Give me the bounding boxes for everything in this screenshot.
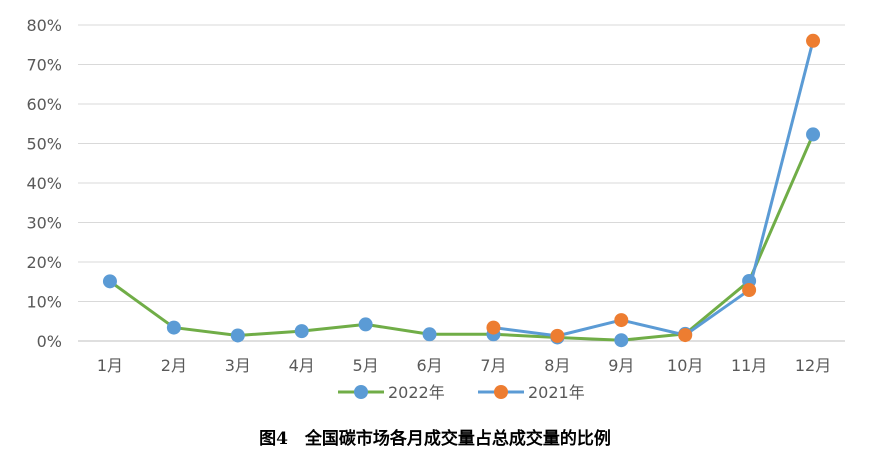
data-point-series-2 [806,33,821,48]
x-tick-label: 8月 [544,356,570,375]
gridlines [78,24,845,342]
y-tick-label: 10% [26,293,62,312]
figure-caption: 图4 全国碳市场各月成交量占总成交量的比例 [259,429,611,449]
data-point-series-1 [230,328,245,343]
x-tick-label: 11月 [731,356,767,375]
y-tick-label: 70% [26,56,62,75]
x-tick-label: 3月 [225,356,251,375]
x-tick-label: 5月 [353,356,379,375]
y-tick-label: 20% [26,253,62,272]
legend: 2022年 2021年 [338,383,585,402]
y-tick-label: 80% [26,16,62,35]
x-axis-labels: 1月 2月 3月 4月 5月 6月 7月 8月 9月 10月 11月 12月 [97,356,831,375]
y-tick-label: 0% [37,332,62,351]
y-tick-label: 50% [26,135,62,154]
y-tick-label: 60% [26,95,62,114]
series-markers [102,33,821,348]
x-tick-label: 9月 [608,356,634,375]
data-point-series-1 [166,320,181,335]
data-point-series-1 [358,317,373,332]
legend-label: 2021年 [528,383,585,402]
x-tick-label: 10月 [667,356,703,375]
data-point-series-2 [742,283,757,298]
y-tick-label: 30% [26,214,62,233]
x-tick-label: 2月 [161,356,187,375]
data-point-series-1 [422,327,437,342]
series-line-2 [493,40,815,338]
legend-label: 2022年 [388,383,445,402]
series-lines [109,40,815,342]
legend-marker [494,385,508,399]
data-point-series-1 [102,274,117,289]
data-point-series-2 [550,328,565,343]
x-tick-label: 6月 [416,356,442,375]
data-point-series-2 [486,320,501,335]
data-point-series-2 [614,313,629,328]
y-tick-label: 40% [26,174,62,193]
line-chart: 0% 10% 20% 30% 40% 50% 60% 70% 80% 1月 2月 3月 4月 5月 6月 7… [26,16,845,402]
series-line-1 [109,133,815,342]
x-tick-label: 4月 [289,356,315,375]
x-tick-label: 1月 [97,356,123,375]
legend-marker [354,385,368,399]
data-point-series-1 [614,333,629,348]
x-tick-label: 12月 [795,356,831,375]
data-point-series-2 [678,328,693,343]
y-axis-labels: 0% 10% 20% 30% 40% 50% 60% 70% 80% [26,16,62,351]
data-point-series-1 [806,127,821,142]
data-point-series-1 [294,324,309,339]
x-tick-label: 7月 [480,356,506,375]
